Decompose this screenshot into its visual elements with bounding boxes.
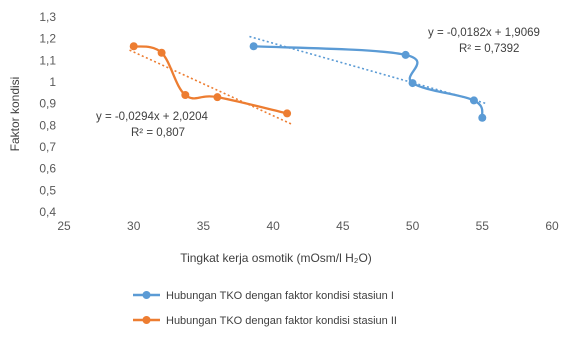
legend: Hubungan TKO dengan faktor kondisi stasi…: [133, 290, 397, 327]
x-tick-label: 40: [266, 219, 280, 233]
x-tick-label: 50: [406, 219, 420, 233]
data-point-series-1: [408, 79, 417, 88]
legend-item-series-1: Hubungan TKO dengan faktor kondisi stasi…: [133, 290, 394, 302]
equation-series-2: y = -0,0294x + 2,0204: [96, 111, 208, 123]
legend-label-series-1: Hubungan TKO dengan faktor kondisi stasi…: [166, 290, 394, 302]
y-axis-title: Faktor kondisi: [8, 77, 22, 152]
data-point-series-1: [249, 42, 258, 51]
x-tick-label: 25: [57, 219, 71, 233]
data-point-series-1: [478, 113, 487, 122]
y-tick-label: 0,5: [39, 183, 56, 197]
r2-series-1: R² = 0,7392: [459, 43, 519, 55]
x-tick-label: 30: [127, 219, 141, 233]
y-tick-label: 1,3: [39, 10, 56, 24]
data-point-series-1: [401, 50, 410, 59]
legend-label-series-2: Hubungan TKO dengan faktor kondisi stasi…: [166, 315, 397, 327]
data-point-series-2: [157, 48, 166, 57]
r2-series-2: R² = 0,807: [131, 127, 185, 139]
data-point-series-2: [129, 42, 138, 51]
y-tick-label: 1,2: [39, 32, 56, 46]
x-axis-title: Tingkat kerja osmotik (mOsm/l H₂O): [180, 251, 372, 265]
x-tick-label: 35: [197, 219, 211, 233]
data-point-series-2: [213, 93, 222, 102]
legend-marker-series-2: [142, 316, 151, 324]
series-line-1: [252, 45, 484, 119]
series-line-2: [132, 45, 289, 115]
y-tick-label: 0,7: [39, 140, 56, 154]
legend-item-series-2: Hubungan TKO dengan faktor kondisi stasi…: [133, 315, 397, 327]
y-tick-label: 1: [49, 75, 56, 89]
y-tick-label: 0,6: [39, 162, 56, 176]
data-point-series-2: [283, 109, 292, 118]
y-tick-label: 0,4: [39, 205, 56, 219]
x-tick-label: 55: [476, 219, 490, 233]
axes: 25 30 35 40 45 50 55 60 0,4 0,5 0,6 0,7 0,8 0,9 1 1,1 1,…: [39, 10, 559, 233]
x-tick-label: 45: [336, 219, 350, 233]
y-tick-label: 0,8: [39, 118, 56, 132]
data-point-series-1: [469, 96, 478, 105]
equation-series-1: y = -0,0182x + 1,9069: [428, 27, 540, 39]
data-point-series-2: [181, 91, 190, 99]
annotations: y = -0,0182x + 1,9069 R² = 0,7392 y = -0…: [96, 27, 540, 139]
series-lines: [129, 42, 487, 122]
y-tick-label: 0,9: [39, 97, 56, 111]
legend-marker-series-1: [142, 291, 151, 299]
x-tick-label: 60: [545, 219, 559, 233]
y-tick-label: 1,1: [39, 53, 56, 67]
